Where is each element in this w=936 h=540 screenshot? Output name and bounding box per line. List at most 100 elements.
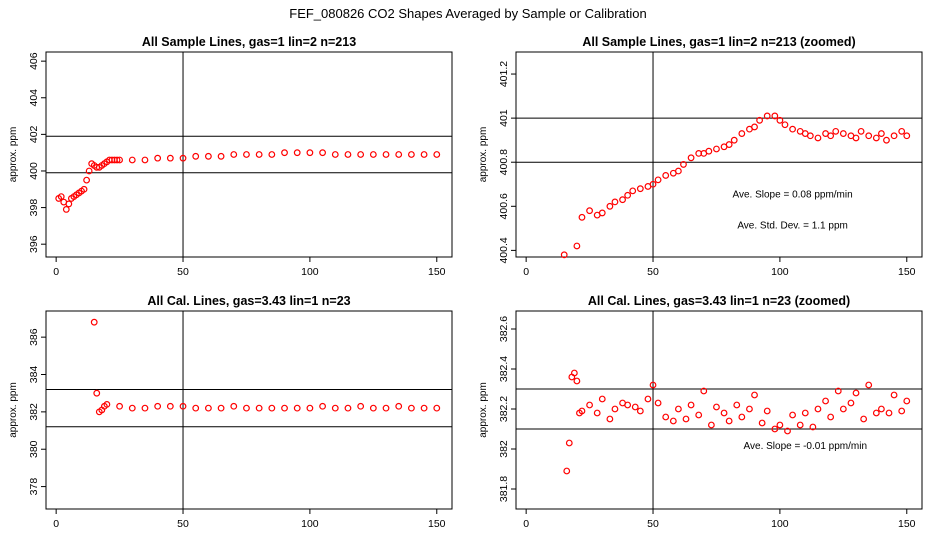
data-point <box>578 213 586 221</box>
data-point <box>636 407 644 415</box>
y-tick-label: 386 <box>28 328 40 346</box>
data-point <box>857 127 865 135</box>
y-tick-label: 401 <box>498 109 510 127</box>
data-point <box>839 130 847 137</box>
data-point <box>898 127 906 135</box>
data-point <box>243 151 250 158</box>
data-point <box>573 242 581 250</box>
data-point <box>771 425 779 433</box>
y-axis-label: approx. ppm <box>478 382 489 438</box>
plot-frame <box>515 310 923 510</box>
data-point <box>806 132 814 140</box>
y-tick-label: 380 <box>28 440 40 458</box>
panel-title: All Cal. Lines, gas=3.43 lin=1 n=23 (zoo… <box>588 294 850 308</box>
data-point <box>586 207 593 215</box>
data-point <box>738 130 746 137</box>
y-tick-label: 382.6 <box>498 316 510 342</box>
data-point <box>784 427 791 435</box>
data-point <box>306 404 314 412</box>
data-point <box>611 405 619 413</box>
data-point <box>166 154 174 162</box>
data-point <box>268 404 276 412</box>
x-tick-label: 100 <box>301 266 319 278</box>
data-point <box>563 467 571 475</box>
x-tick-label: 150 <box>898 266 916 278</box>
data-point <box>293 149 301 157</box>
data-point <box>230 402 238 410</box>
data-point <box>629 187 637 195</box>
y-axis-label: approx. ppm <box>478 127 489 183</box>
data-point <box>83 176 90 184</box>
data-point <box>682 415 690 423</box>
data-point <box>619 196 626 204</box>
chart-panel-4: All Cal. Lines, gas=3.43 lin=1 n=23 (zoo… <box>478 294 923 530</box>
data-point <box>852 389 860 397</box>
panel-annotation: Ave. Slope = 0.08 ppm/min <box>733 189 853 200</box>
data-point <box>669 417 677 425</box>
data-point <box>720 409 728 417</box>
data-series <box>55 149 441 213</box>
x-tick-label: 0 <box>53 266 59 278</box>
data-point <box>751 391 758 399</box>
data-point <box>644 395 652 403</box>
y-tick-label: 400 <box>28 162 40 180</box>
data-point <box>433 151 441 158</box>
data-point <box>730 136 738 144</box>
data-point <box>687 401 695 409</box>
data-point <box>751 123 758 131</box>
data-point <box>872 409 880 417</box>
data-point <box>654 399 662 407</box>
data-point <box>85 167 93 175</box>
data-point <box>662 172 670 179</box>
data-point <box>331 404 339 412</box>
x-tick-label: 150 <box>428 266 446 278</box>
data-point <box>801 409 809 417</box>
data-point <box>796 421 804 429</box>
data-series <box>90 318 441 416</box>
data-point <box>606 202 614 210</box>
y-tick-label: 400.6 <box>498 193 510 219</box>
data-point <box>827 413 835 421</box>
data-point <box>789 411 796 419</box>
data-point <box>636 185 644 193</box>
data-point <box>878 130 885 137</box>
data-point <box>725 141 733 148</box>
data-point <box>758 419 766 427</box>
data-point <box>872 134 880 142</box>
data-point <box>649 180 657 188</box>
data-point <box>565 439 573 447</box>
data-point <box>268 151 276 158</box>
data-point <box>839 405 847 413</box>
data-point <box>852 134 860 142</box>
data-point <box>662 413 670 421</box>
y-tick-label: 382.4 <box>498 356 510 382</box>
data-point <box>433 404 441 412</box>
data-point <box>738 413 746 421</box>
x-tick-label: 0 <box>523 266 529 278</box>
data-point <box>606 415 614 423</box>
data-series <box>563 369 911 475</box>
y-tick-label: 384 <box>28 366 40 384</box>
x-tick-label: 150 <box>428 518 446 530</box>
data-point <box>878 405 885 413</box>
data-point <box>369 151 377 158</box>
data-point <box>631 403 639 411</box>
data-point <box>789 125 796 133</box>
y-axis-label: approx. ppm <box>8 127 19 183</box>
data-point <box>80 185 88 193</box>
y-tick-label: 396 <box>28 235 40 253</box>
data-point <box>814 134 822 142</box>
data-point <box>62 206 70 213</box>
data-point <box>705 147 713 155</box>
data-point <box>654 176 662 184</box>
data-point <box>141 404 149 412</box>
data-point <box>903 397 911 405</box>
data-point <box>771 112 779 120</box>
data-point <box>255 404 263 412</box>
data-point <box>675 167 682 175</box>
data-point <box>395 402 403 410</box>
data-point <box>713 403 720 411</box>
chart-panel-3: All Cal. Lines, gas=3.43 lin=1 n=23 0 50 10… <box>8 294 453 530</box>
y-tick-label: 382 <box>28 403 40 421</box>
data-point <box>395 151 403 158</box>
